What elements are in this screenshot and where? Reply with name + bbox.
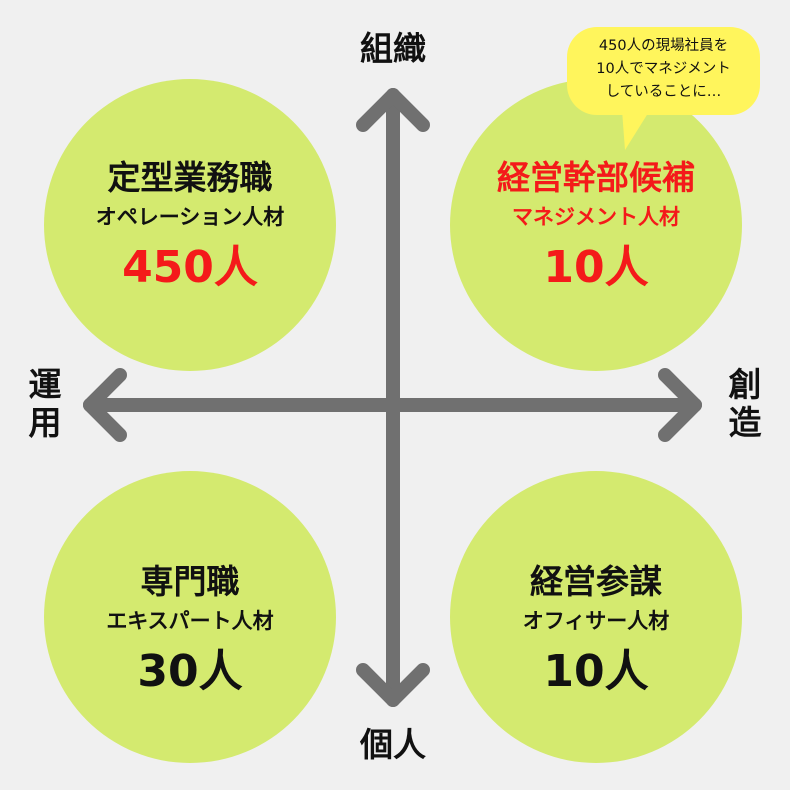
quadrant-top-left: 定型業務職 オペレーション人材 450人 — [45, 158, 335, 296]
callout-bubble — [567, 27, 760, 150]
quadrant-subtitle: オペレーション人材 — [95, 205, 285, 229]
callout-line: 10人でマネジメント — [596, 61, 731, 77]
quadrant-bottom-left: 専門職 エキスパート人材 30人 — [45, 562, 335, 700]
callout-text: 450人の現場社員を 10人でマネジメント していることに… — [567, 35, 760, 104]
axis-arrows — [83, 88, 702, 707]
quadrant-title: 定型業務職 — [107, 158, 273, 197]
quadrant-title: 経営幹部候補 — [497, 158, 695, 197]
callout-line: 450人の現場社員を — [598, 38, 729, 54]
quadrant-top-right: 経営幹部候補 マネジメント人材 10人 — [451, 158, 741, 296]
axis-label-bottom: 個人 — [360, 725, 426, 764]
quadrant-subtitle: オフィサー人材 — [522, 609, 670, 633]
quadrant-subtitle: マネジメント人材 — [512, 205, 680, 229]
circle-bottom-left — [44, 471, 336, 763]
quadrant-count: 30人 — [137, 646, 243, 697]
axis-label-top: 組織 — [360, 29, 426, 68]
quadrant-count: 10人 — [543, 242, 649, 293]
circle-top-left — [44, 79, 336, 371]
quadrant-title: 専門職 — [140, 562, 240, 601]
quadrant-count: 450人 — [122, 242, 258, 293]
quadrant-count: 10人 — [543, 646, 649, 697]
quadrant-title: 経営参謀 — [530, 562, 662, 601]
axis-label-left: 運用 — [28, 365, 62, 442]
quadrant-bottom-right: 経営参謀 オフィサー人材 10人 — [451, 562, 741, 700]
circle-top-right — [450, 79, 742, 371]
circle-bottom-right — [450, 471, 742, 763]
axis-label-right: 創造 — [728, 365, 762, 442]
quadrant-subtitle: エキスパート人材 — [106, 609, 274, 633]
callout-line: していることに… — [605, 84, 722, 100]
